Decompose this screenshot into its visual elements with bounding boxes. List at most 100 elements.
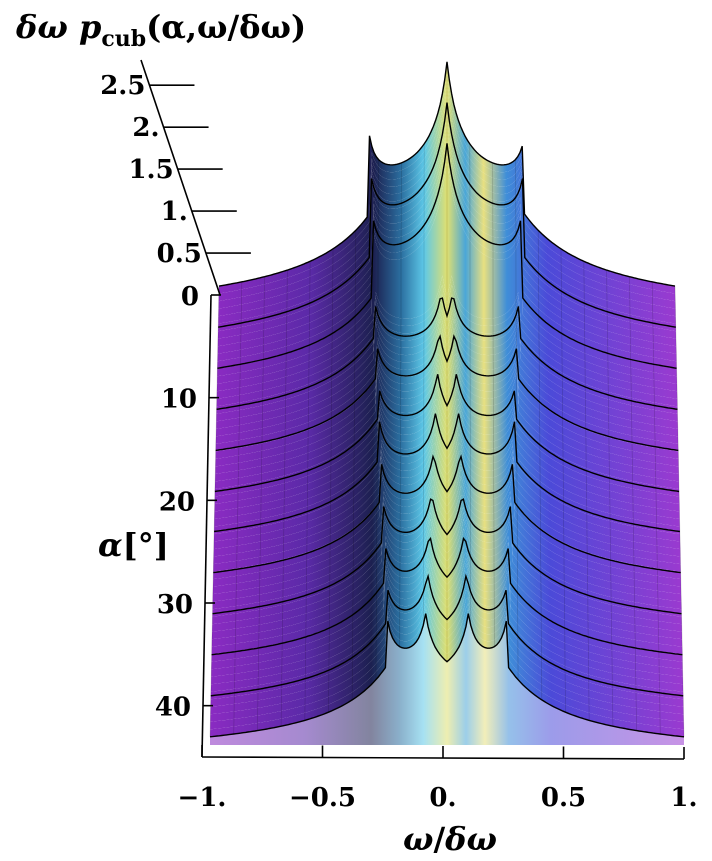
- surface-strip: [213, 450, 681, 572]
- alpha-slice-curve: [216, 297, 678, 410]
- surface-strip: [213, 461, 681, 587]
- mesh-line: [304, 261, 311, 721]
- mesh-line: [651, 281, 661, 735]
- alpha-slice-curve: [209, 613, 685, 738]
- surface-strip: [214, 371, 680, 497]
- surface-strip: [215, 318, 679, 444]
- mesh-line: [674, 286, 685, 737]
- surface-strip: [216, 302, 678, 422]
- surface-front: [210, 613, 684, 745]
- alpha-slice-curve: [213, 454, 681, 574]
- surface-strip: [211, 528, 683, 655]
- surface-strip: [212, 466, 682, 595]
- surface-strip: [214, 410, 680, 534]
- mesh-line: [629, 276, 637, 731]
- mesh-line: [399, 162, 402, 647]
- alpha-tick-label: 0: [181, 282, 199, 312]
- surface-strip: [215, 347, 679, 467]
- mesh-line: [351, 230, 357, 700]
- labels: 0.5 1. 1.5 2. 2.5 0 10 20 30 40 −1. −0.5 0. 0.5 1. δω p…: [15, 8, 698, 858]
- alpha-slice-curve: [214, 413, 680, 533]
- surface-strip: [214, 404, 680, 527]
- surface-strip: [212, 506, 682, 632]
- surface-strip: [215, 328, 679, 452]
- alpha-tick-label: 10: [161, 385, 197, 415]
- surface-strip: [216, 307, 678, 429]
- mesh-line: [280, 270, 288, 727]
- z-tick-label: 2.5: [100, 71, 145, 101]
- alpha-slice-curve: [218, 102, 676, 328]
- surface-strip: [212, 476, 682, 602]
- alpha-axis-line: [201, 294, 212, 758]
- z-axis-line: [140, 59, 221, 296]
- surface-strip: [211, 552, 683, 677]
- surface-strip: [210, 563, 684, 692]
- surface-strip: [213, 455, 681, 580]
- z-tick-label: 1.5: [128, 155, 173, 185]
- surface-strip: [211, 512, 682, 640]
- surface-strip: [215, 353, 679, 474]
- surface-strip: [210, 603, 684, 730]
- z-axis-label: δω pcub(α,ω/δω): [15, 8, 306, 52]
- omega-tick-label: 0.5: [541, 783, 586, 813]
- z-tick-label: 2.: [132, 113, 159, 143]
- surface-strip: [210, 590, 684, 715]
- surface-strip: [213, 433, 681, 557]
- mesh-line: [375, 159, 379, 680]
- surface-strip: [212, 485, 682, 610]
- surface-strip: [216, 158, 678, 392]
- surface-strip: [214, 380, 680, 504]
- surface-strip: [216, 284, 678, 407]
- omega-tick-label: 0.: [429, 783, 456, 813]
- surface-strip: [211, 557, 683, 685]
- surface-strip: [210, 608, 684, 737]
- alpha-axis-label: α[°]: [98, 526, 169, 564]
- alpha-slice-curve: [211, 536, 683, 656]
- mesh-line: [469, 143, 472, 626]
- alpha-slice-curve: [217, 143, 677, 369]
- axes: [140, 59, 685, 760]
- surface-strip: [213, 442, 681, 565]
- mesh-line: [560, 248, 566, 713]
- alpha-tick-label: 40: [155, 693, 191, 723]
- surface-strip: [210, 571, 684, 700]
- omega-tick-label: −0.5: [289, 783, 356, 813]
- mesh-line: [257, 276, 265, 731]
- surface: [209, 61, 685, 745]
- surface-strip: [215, 337, 679, 459]
- alpha-slice-curve: [215, 334, 679, 452]
- mesh-line: [492, 162, 495, 647]
- surface-strip: [211, 537, 683, 662]
- surface-strip: [214, 390, 680, 512]
- z-tick-label: 0.5: [157, 239, 202, 269]
- alpha-slice-curve: [218, 61, 676, 287]
- mesh-line: [233, 281, 243, 735]
- surface-strip: [213, 423, 681, 550]
- surface-strip: [216, 275, 678, 399]
- surface-strip: [210, 597, 684, 722]
- surface-strip: [212, 501, 682, 625]
- alpha-slice-curve: [214, 374, 680, 493]
- surface-strip: [211, 546, 683, 670]
- surface-strip: [216, 313, 678, 437]
- surface-strip: [214, 364, 679, 489]
- alpha-tick-label: 30: [157, 590, 193, 620]
- mesh-line: [328, 248, 334, 713]
- mesh-line: [583, 261, 590, 721]
- omega-tick-label: −1.: [178, 783, 227, 813]
- mesh-line: [422, 143, 425, 626]
- surface-strip: [211, 518, 683, 647]
- mesh-line: [606, 270, 614, 727]
- surface-strip: [216, 294, 678, 414]
- omega-axis-label: ω/δω: [403, 820, 497, 858]
- alpha-slice-curve: [212, 498, 682, 615]
- surface-strip: [213, 415, 681, 542]
- z-tick-label: 1.: [161, 197, 188, 227]
- alpha-slice-curve: [210, 573, 684, 697]
- mesh-line: [209, 286, 220, 737]
- surface-strip: [210, 580, 684, 707]
- surface-strip: [215, 359, 679, 482]
- alpha-tick-label: 20: [159, 487, 195, 517]
